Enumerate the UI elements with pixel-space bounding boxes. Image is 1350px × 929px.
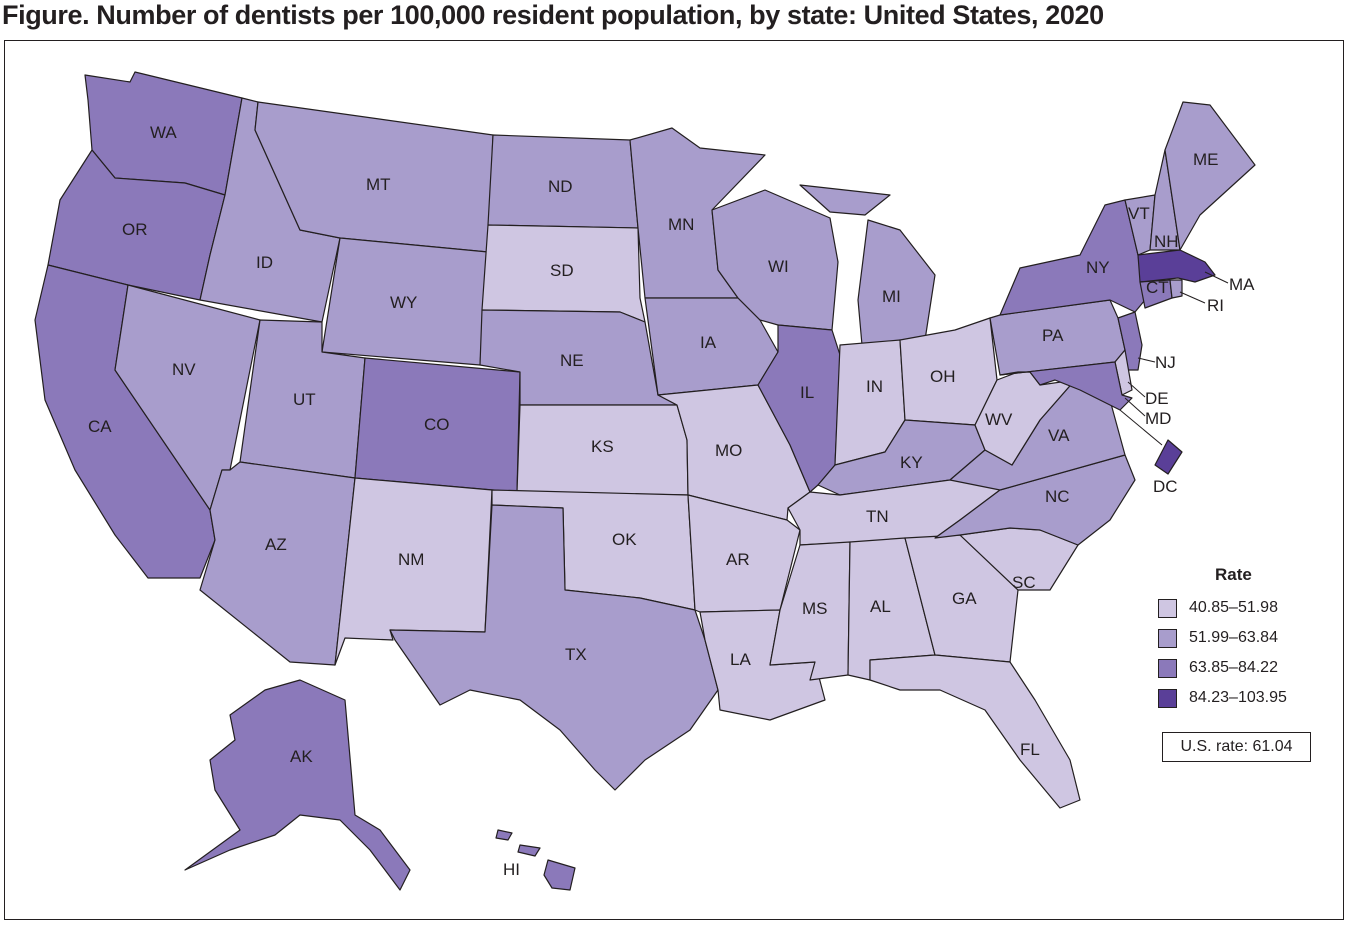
label-HI: HI [503,860,520,879]
label-OK: OK [612,530,637,549]
label-DC: DC [1153,477,1178,496]
label-FL: FL [1020,740,1040,759]
label-NM: NM [398,550,424,569]
label-MS: MS [802,599,828,618]
map-frame [4,40,1344,920]
figure-title: Figure. Number of dentists per 100,000 r… [2,0,1104,30]
label-DE: DE [1145,389,1169,408]
state-ME[interactable] [1164,101,1256,251]
label-KS: KS [591,437,614,456]
legend-label: 51.99–63.84 [1189,629,1278,646]
state-RI[interactable] [1169,279,1183,299]
label-VT: VT [1128,204,1150,223]
dc-leader-line [1119,409,1163,446]
label-NV: NV [172,360,196,379]
label-AZ: AZ [265,535,287,554]
label-UT: UT [293,390,316,409]
legend-swatch [1158,598,1177,618]
label-NC: NC [1045,487,1070,506]
label-CO: CO [424,415,450,434]
label-NE: NE [560,351,584,370]
label-ID: ID [256,253,273,272]
label-SC: SC [1012,573,1036,592]
label-MA: MA [1229,275,1255,294]
label-NH: NH [1154,232,1179,251]
label-IL: IL [800,383,814,402]
legend-swatch [1158,688,1177,708]
label-GA: GA [952,589,977,608]
label-NJ: NJ [1155,353,1176,372]
legend-item: 63.85–84.22 [1158,653,1328,683]
state-HI[interactable] [495,829,576,891]
label-ME: ME [1193,150,1219,169]
label-leader-lines [1124,271,1229,417]
legend-swatch [1158,628,1177,648]
state-TX[interactable] [389,504,719,791]
state-DC[interactable] [1154,439,1183,475]
label-NY: NY [1086,258,1110,277]
label-KY: KY [900,453,923,472]
legend-label: 40.85–51.98 [1189,599,1278,616]
state-AZ[interactable] [199,461,356,666]
state-IL[interactable] [757,324,841,493]
label-IN: IN [866,377,883,396]
label-IA: IA [700,333,717,352]
legend-item: 51.99–63.84 [1158,623,1328,653]
label-WV: WV [985,410,1013,429]
label-MO: MO [715,441,742,460]
label-MN: MN [668,215,694,234]
legend-label: 63.85–84.22 [1189,659,1278,676]
label-SD: SD [550,261,574,280]
state-AK[interactable] [184,679,411,891]
state-labels: WA OR CA NV ID MT WY UT AZ CO NM ND SD N… [88,123,1255,879]
state-NM[interactable] [334,477,493,666]
label-PA: PA [1042,326,1064,345]
label-ND: ND [548,177,573,196]
label-OH: OH [930,367,956,386]
state-NC[interactable] [934,454,1136,546]
label-TN: TN [866,507,889,526]
legend-title: Rate [1215,565,1252,584]
label-WA: WA [150,123,177,142]
state-NY[interactable] [999,199,1146,316]
label-CA: CA [88,417,112,436]
legend: Rate 40.85–51.98 51.99–63.84 63.85–84.22… [1158,565,1328,713]
label-LA: LA [730,650,751,669]
label-OR: OR [122,220,148,239]
state-FL[interactable] [869,654,1081,809]
label-MI: MI [882,287,901,306]
label-MD: MD [1145,409,1171,428]
state-WV[interactable] [974,371,1076,466]
label-WY: WY [390,293,417,312]
label-AK: AK [290,747,313,766]
state-MD[interactable] [999,361,1133,411]
legend-item: 84.23–103.95 [1158,683,1328,713]
label-TX: TX [565,645,587,664]
label-AR: AR [726,550,750,569]
label-AL: AL [870,597,891,616]
label-CT: CT [1146,278,1169,297]
label-VA: VA [1048,426,1070,445]
label-MT: MT [366,175,391,194]
legend-label: 84.23–103.95 [1189,689,1287,706]
label-WI: WI [768,257,789,276]
legend-swatch [1158,658,1177,678]
us-rate-box: U.S. rate: 61.04 [1162,732,1311,762]
legend-item: 40.85–51.98 [1158,593,1328,623]
label-RI: RI [1207,296,1224,315]
